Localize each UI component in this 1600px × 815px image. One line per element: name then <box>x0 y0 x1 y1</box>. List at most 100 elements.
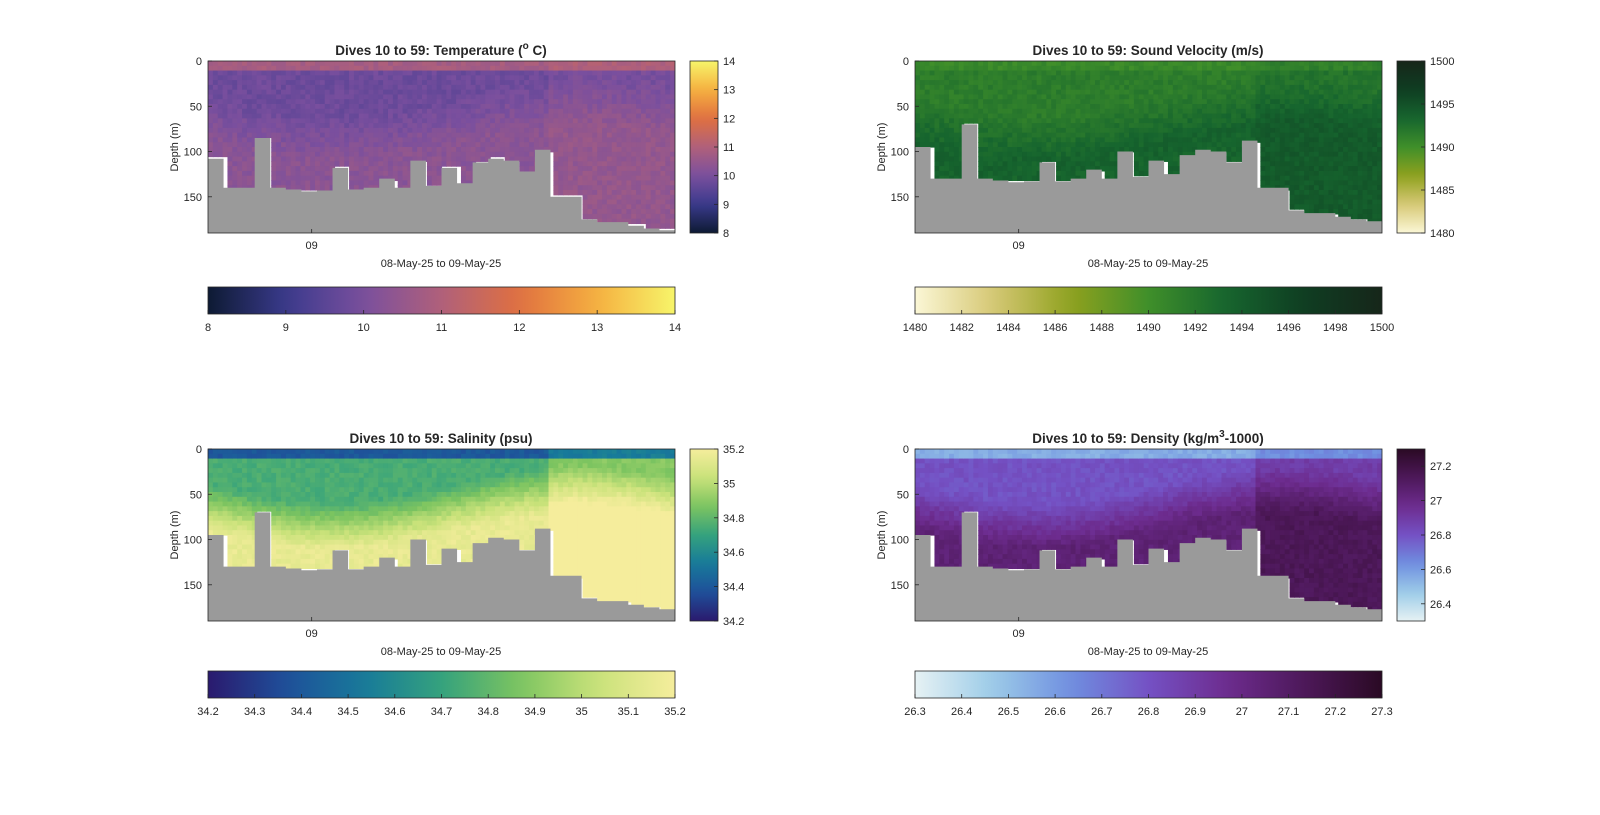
section-cell <box>1221 65 1227 72</box>
section-cell <box>319 161 326 167</box>
section-cell <box>1313 94 1320 100</box>
section-cell <box>1143 61 1150 67</box>
section-cell <box>509 113 516 119</box>
section-cell <box>266 104 272 110</box>
section-cell <box>1270 137 1276 143</box>
section-cell <box>422 113 428 119</box>
section-cell <box>949 84 955 91</box>
section-cell <box>509 99 516 105</box>
section-cell <box>324 147 331 153</box>
section-cell <box>1377 132 1382 139</box>
section-cell <box>1026 80 1033 86</box>
section-cell <box>266 84 272 91</box>
section-cell <box>276 156 282 162</box>
section-cell <box>915 89 921 96</box>
section-plot <box>207 448 676 622</box>
section-cell <box>392 175 399 182</box>
section-cell <box>553 89 559 96</box>
section-cell <box>606 204 613 210</box>
section-cell <box>475 118 482 124</box>
section-cell <box>567 180 574 186</box>
section-cell <box>490 61 496 67</box>
section-cell <box>1328 108 1334 115</box>
section-cell <box>290 156 297 162</box>
section-cell <box>1119 127 1125 134</box>
section-cell <box>533 65 540 72</box>
section-cell <box>246 147 253 153</box>
section-cell <box>1367 190 1373 196</box>
section-cell <box>939 166 945 172</box>
section-cell <box>978 170 984 177</box>
section-cell <box>431 80 438 86</box>
section-cell <box>305 170 311 177</box>
section-cell <box>1138 80 1145 86</box>
section-cell <box>626 170 632 177</box>
section-cell <box>1377 137 1382 143</box>
section-cell <box>1143 75 1150 81</box>
section-cell <box>285 94 292 100</box>
section-cell <box>543 123 550 129</box>
section-cell <box>1289 151 1296 158</box>
section-cell <box>1206 108 1213 115</box>
section-cell <box>1192 127 1198 134</box>
section-cell <box>1313 175 1320 182</box>
section-cell <box>1065 75 1072 81</box>
section-cell <box>431 61 438 67</box>
section-cell <box>592 151 598 158</box>
section-cell <box>1245 99 1252 105</box>
section-cell <box>1158 127 1164 134</box>
section-cell <box>344 84 350 91</box>
section-cell <box>1124 142 1130 148</box>
section-cell <box>310 113 316 119</box>
section-cell <box>1022 94 1028 100</box>
section-cell <box>572 190 579 196</box>
section-cell <box>495 142 501 148</box>
section-cell <box>358 161 365 167</box>
section-cell <box>616 80 623 86</box>
section-cell <box>261 89 267 96</box>
section-cell <box>222 127 229 134</box>
section-cell <box>997 175 1004 182</box>
section-cell <box>1343 80 1349 86</box>
section-cell <box>1017 161 1023 167</box>
section-cell <box>324 89 331 96</box>
section-cell <box>587 137 593 143</box>
section-cell <box>660 213 666 220</box>
section-cell <box>251 123 258 129</box>
section-cell <box>1026 84 1033 91</box>
section-cell <box>939 61 945 67</box>
section-cell <box>660 199 666 205</box>
section-cell <box>392 118 399 124</box>
section-cell <box>626 113 632 119</box>
section-cell <box>1274 175 1281 182</box>
section-cell <box>1026 127 1033 134</box>
section-cell <box>1012 151 1018 158</box>
section-cell <box>1318 142 1325 148</box>
section-cell <box>208 94 214 100</box>
section-cell <box>378 175 384 182</box>
section-cell <box>271 123 277 129</box>
section-cell <box>1352 75 1359 81</box>
section-cell <box>1250 61 1257 67</box>
section-cell <box>924 137 931 143</box>
section-cell <box>256 94 263 100</box>
section-cell <box>334 151 340 158</box>
section-cell <box>451 75 457 81</box>
section-cell <box>616 209 623 215</box>
section-cell <box>407 108 413 115</box>
section-cell <box>285 147 292 153</box>
bottom-colorbar-label: 13 <box>591 322 603 334</box>
section-cell <box>1036 118 1043 124</box>
section-cell <box>1347 190 1354 196</box>
section-cell <box>1333 104 1339 110</box>
section-cell <box>1012 94 1018 100</box>
section-cell <box>665 170 671 177</box>
section-cell <box>208 520 214 527</box>
section-cell <box>1211 89 1218 96</box>
section-cell <box>1357 142 1364 148</box>
section-cell <box>1192 61 1198 67</box>
section-cell <box>324 118 331 124</box>
section-cell <box>480 123 486 129</box>
section-cell <box>1065 89 1072 96</box>
section-cell <box>1148 94 1154 100</box>
